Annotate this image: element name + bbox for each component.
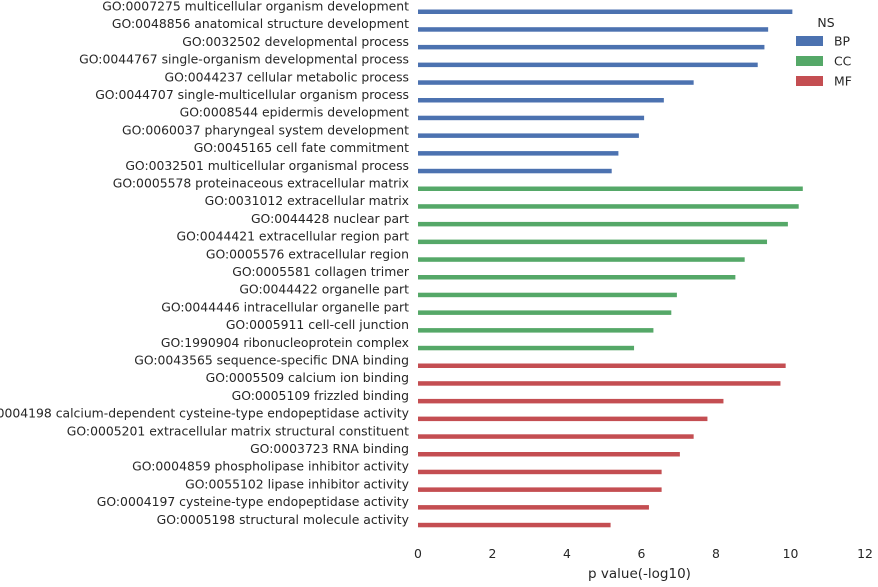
bar-mf xyxy=(418,381,781,386)
category-label: GO:0043565 sequence-specific DNA binding xyxy=(134,353,409,368)
bar-mf xyxy=(418,487,662,492)
legend-entries: BP CC MF xyxy=(796,34,852,89)
bar-cc xyxy=(418,239,768,245)
category-label: GO:0032502 developmental process xyxy=(182,34,409,49)
category-label: GO:0003723 RNA binding xyxy=(250,441,409,456)
bar-cc xyxy=(418,328,654,333)
x-tick-label: 6 xyxy=(638,546,646,561)
x-axis-ticks: 0 2 4 6 8 10 12 xyxy=(414,546,873,561)
bar-cc xyxy=(418,221,788,227)
bar-cc xyxy=(418,186,803,191)
x-tick-label: 8 xyxy=(712,546,720,561)
bar-mf xyxy=(418,469,662,475)
category-label: GO:0005109 frizzled binding xyxy=(232,388,409,403)
legend-title: NS xyxy=(817,15,834,30)
bar-bp xyxy=(418,62,758,68)
category-label: GO:0044237 cellular metabolic process xyxy=(164,69,409,84)
bars-layer xyxy=(418,9,803,528)
bar-cc xyxy=(418,310,672,315)
category-label: GO:0005581 collagen trimer xyxy=(232,264,410,279)
x-tick-label: 10 xyxy=(783,546,799,561)
legend-label-cc: CC xyxy=(834,54,851,69)
category-label: GO:0048856 anatomical structure developm… xyxy=(112,16,409,31)
x-axis-label: p value(-log10) xyxy=(588,566,691,582)
category-label: GO:0031012 extracellular matrix xyxy=(205,193,409,208)
bar-mf xyxy=(418,398,724,404)
category-label: GO:0008544 epidermis development xyxy=(180,105,410,120)
bar-bp xyxy=(418,151,619,156)
bar-mf xyxy=(418,452,680,457)
category-label: GO:0005911 cell-cell junction xyxy=(226,317,409,332)
bar-cc xyxy=(418,292,677,298)
x-tick-label: 12 xyxy=(857,546,873,561)
bar-cc xyxy=(418,204,799,209)
category-label: GO:0060037 pharyngeal system development xyxy=(122,122,409,137)
category-label: GO:0044428 nuclear part xyxy=(251,211,409,226)
category-label: GO:0044421 extracellular region part xyxy=(177,229,410,244)
category-label: GO:0005201 extracellular matrix structur… xyxy=(67,423,409,438)
bar-cc xyxy=(418,275,736,280)
legend-swatch-cc xyxy=(796,56,823,66)
category-label: GO:0044707 single-multicellular organism… xyxy=(95,87,409,102)
bar-mf xyxy=(418,416,708,422)
bar-mf xyxy=(418,505,649,510)
x-tick-label: 0 xyxy=(414,546,422,561)
category-label: GO:1990904 ribonucleoprotein complex xyxy=(161,335,409,350)
x-tick-label: 2 xyxy=(489,546,497,561)
bar-cc xyxy=(418,345,635,351)
category-label: GO:0005198 structural molecule activity xyxy=(157,512,409,527)
bar-mf xyxy=(418,434,694,439)
category-label: GO:0005509 calcium ion binding xyxy=(206,370,409,385)
bar-mf xyxy=(418,363,786,368)
category-label: GO:0005578 proteinaceous extracellular m… xyxy=(113,176,409,191)
legend: NS BP CC MF xyxy=(796,15,852,89)
bar-bp xyxy=(418,9,793,14)
category-label: GO:0044422 organelle part xyxy=(239,282,409,297)
category-label: GO:0055102 lipase inhibitor activity xyxy=(185,476,409,491)
legend-label-mf: MF xyxy=(834,74,852,89)
category-label: GO:0004198 calcium-dependent cysteine-ty… xyxy=(0,406,409,421)
bar-bp xyxy=(418,27,769,32)
bar-bp xyxy=(418,115,645,121)
bar-mf xyxy=(418,522,611,528)
x-tick-label: 4 xyxy=(563,546,571,561)
category-label: GO:0007275 multicellular organism develo… xyxy=(102,0,409,14)
category-label: GO:0044767 single-organism developmental… xyxy=(79,52,409,67)
category-label: GO:0045165 cell fate commitment xyxy=(194,140,409,155)
category-label: GO:0044446 intracellular organelle part xyxy=(161,299,409,314)
category-label: GO:0005576 extracellular region xyxy=(206,246,409,261)
bar-cc xyxy=(418,257,745,262)
legend-swatch-mf xyxy=(796,76,823,86)
bar-bp xyxy=(418,44,765,50)
bar-bp xyxy=(418,80,694,85)
category-label: GO:0004197 cysteine-type endopeptidase a… xyxy=(97,494,409,509)
legend-label-bp: BP xyxy=(834,34,851,49)
category-label: GO:0004859 phospholipase inhibitor activ… xyxy=(132,459,409,474)
bar-bp xyxy=(418,133,639,138)
legend-swatch-bp xyxy=(796,36,823,46)
bar-bp xyxy=(418,98,664,103)
category-labels: GO:0007275 multicellular organism develo… xyxy=(0,0,410,527)
bar-bp xyxy=(418,168,612,174)
category-label: GO:0032501 multicellular organismal proc… xyxy=(125,158,409,173)
